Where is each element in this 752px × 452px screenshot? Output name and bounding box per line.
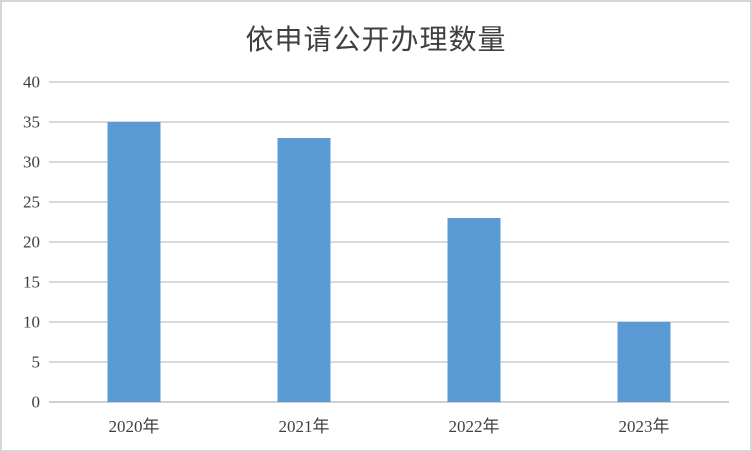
category-cell xyxy=(389,82,559,402)
y-axis-tick-label: 30 xyxy=(23,152,40,172)
x-axis-line xyxy=(49,401,729,403)
y-axis-tick-label: 40 xyxy=(23,72,40,92)
category-cell xyxy=(219,82,389,402)
x-axis-category-label: 2023年 xyxy=(618,417,670,436)
y-axis: 0 5 10 15 20 25 30 35 40 xyxy=(2,74,41,411)
gridline xyxy=(49,241,729,243)
y-axis-tick-label: 35 xyxy=(23,112,40,132)
y-axis-tick-label: 0 xyxy=(31,392,41,412)
x-axis-category-label: 2022年 xyxy=(448,417,500,436)
bar-2023年 xyxy=(617,322,671,402)
gridline xyxy=(49,281,729,283)
chart-title: 依申请公开办理数量 xyxy=(245,25,507,56)
gridline xyxy=(49,361,729,363)
y-axis-tick-label: 5 xyxy=(31,352,41,372)
x-axis-category-label: 2020年 xyxy=(108,417,160,436)
gridline xyxy=(49,201,729,203)
y-axis-tick-label: 10 xyxy=(23,312,40,332)
bars-row xyxy=(49,82,729,402)
y-axis-tick-label: 15 xyxy=(23,272,40,292)
gridline xyxy=(49,321,729,323)
bar-2022年 xyxy=(447,218,501,402)
y-axis-tick-label: 20 xyxy=(23,232,40,252)
y-axis-tick-label: 25 xyxy=(23,192,40,212)
bar-2021年 xyxy=(277,138,331,402)
bar-2020年 xyxy=(107,122,161,402)
x-axis-category-label: 2021年 xyxy=(278,417,330,436)
gridline xyxy=(49,81,729,83)
gridline xyxy=(49,161,729,163)
category-cell xyxy=(559,82,729,402)
gridline xyxy=(49,121,729,123)
plot-area xyxy=(49,81,729,403)
x-axis-labels: 2020年 2021年 2022年 2023年 xyxy=(49,412,729,437)
category-cell xyxy=(49,82,219,402)
